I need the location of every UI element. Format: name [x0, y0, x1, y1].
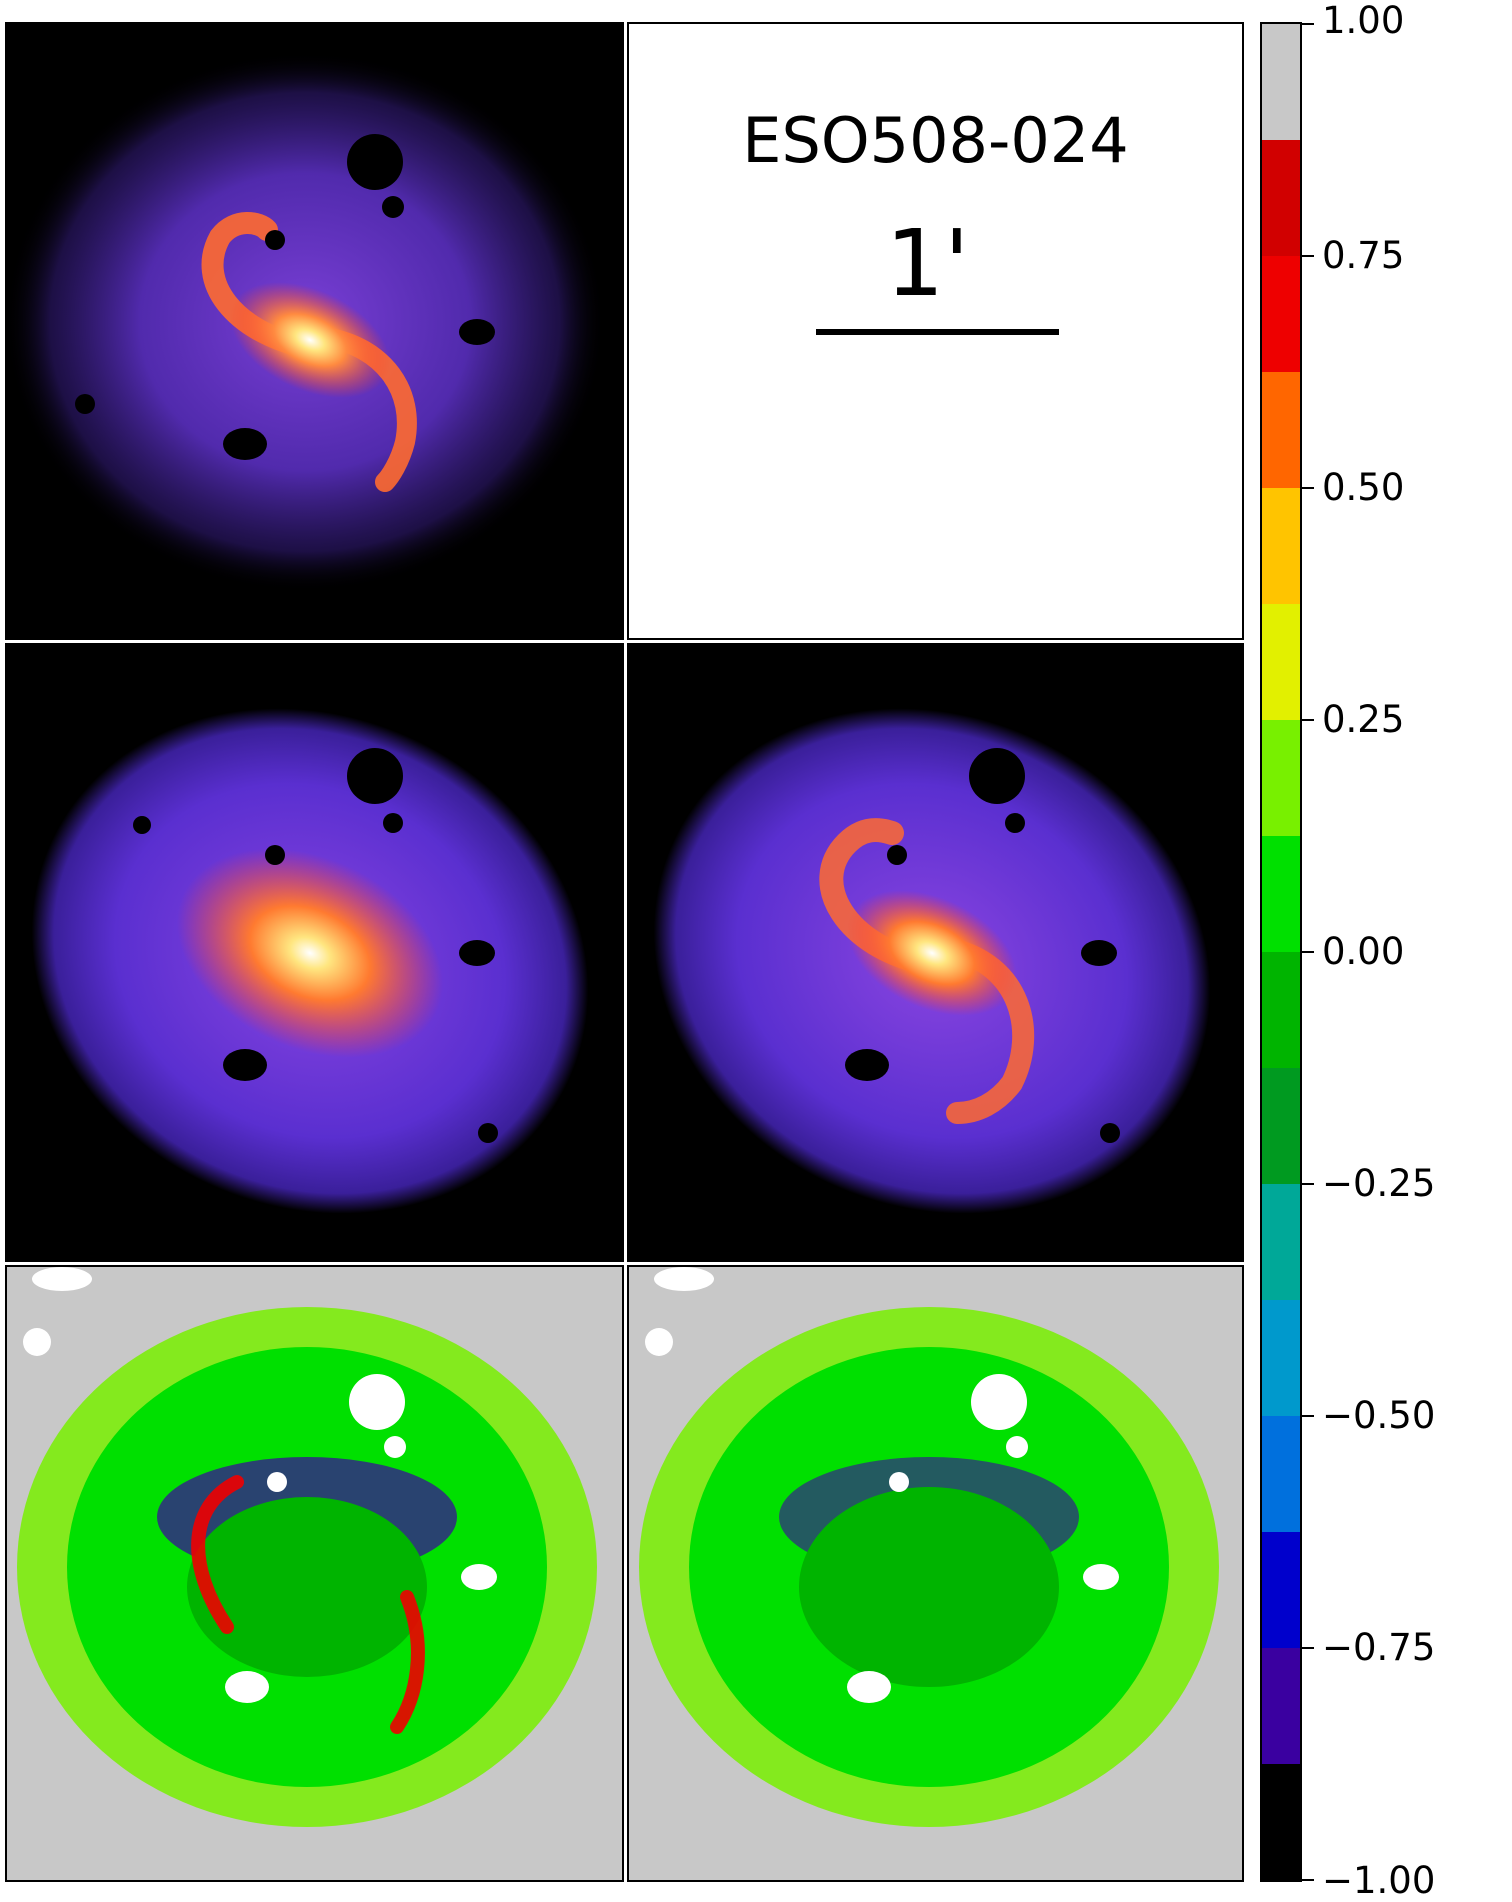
colorbar-tick: [1302, 1647, 1314, 1649]
colorbar-level: [1262, 720, 1300, 836]
colorbar-tick-label: −0.50: [1322, 1394, 1436, 1437]
colorbar-level: [1262, 836, 1300, 952]
observed-galaxy-image: [5, 52, 605, 592]
colorbar-tick-label: −1.00: [1322, 1859, 1436, 1902]
colorbar-tick: [1302, 1879, 1314, 1881]
colorbar-level: [1262, 1068, 1300, 1184]
observed-image-panel: [5, 22, 624, 640]
colorbar-level: [1262, 952, 1300, 1068]
colorbar-level: [1262, 1416, 1300, 1532]
colorbar-tick-label: 0.25: [1322, 698, 1405, 741]
colorbar-tick: [1302, 487, 1314, 489]
colorbar-tick: [1302, 951, 1314, 953]
colorbar-tick-label: −0.25: [1322, 1162, 1436, 1205]
colorbar-tick-label: 0.00: [1322, 930, 1405, 973]
label-panel: ESO508-024 1': [627, 22, 1244, 640]
bulge-disk-model-panel: [5, 643, 624, 1262]
colorbar-tick-label: 0.50: [1322, 466, 1405, 509]
colorbar-level: [1262, 488, 1300, 604]
scale-bar: [816, 329, 1059, 335]
colorbar-level: [1262, 1764, 1300, 1880]
bulge-disk-arms-model-panel: [627, 643, 1244, 1262]
colorbar-tick-label: −0.75: [1322, 1626, 1436, 1669]
colorbar-tick-label: 0.75: [1322, 234, 1405, 277]
colorbar-level: [1262, 1532, 1300, 1648]
galaxy-name: ESO508-024: [742, 104, 1129, 177]
colorbar-level: [1262, 1300, 1300, 1416]
residual-map-2-panel: [627, 1265, 1244, 1882]
residual-map-1-image: [7, 1267, 622, 1880]
colorbar-level: [1262, 604, 1300, 720]
colorbar-tick: [1302, 23, 1314, 25]
colorbar-tick: [1302, 719, 1314, 721]
colorbar-level: [1262, 140, 1300, 256]
colorbar-level: [1262, 1648, 1300, 1764]
bulge-disk-model-image: [31, 708, 589, 1214]
colorbar-tick-label: 1.00: [1322, 0, 1405, 42]
colorbar-tick: [1302, 1415, 1314, 1417]
residual-map-1-panel: [5, 1265, 624, 1882]
residual-map-2-image: [629, 1267, 1242, 1880]
colorbar-level: [1262, 372, 1300, 488]
colorbar: [1260, 22, 1302, 1882]
scale-bar-label: 1': [885, 210, 970, 317]
colorbar-level: [1262, 1184, 1300, 1300]
colorbar-level: [1262, 256, 1300, 372]
bulge-disk-arms-model-image: [653, 708, 1211, 1214]
colorbar-tick: [1302, 1183, 1314, 1185]
colorbar-tick: [1302, 255, 1314, 257]
colorbar-level: [1262, 24, 1300, 140]
